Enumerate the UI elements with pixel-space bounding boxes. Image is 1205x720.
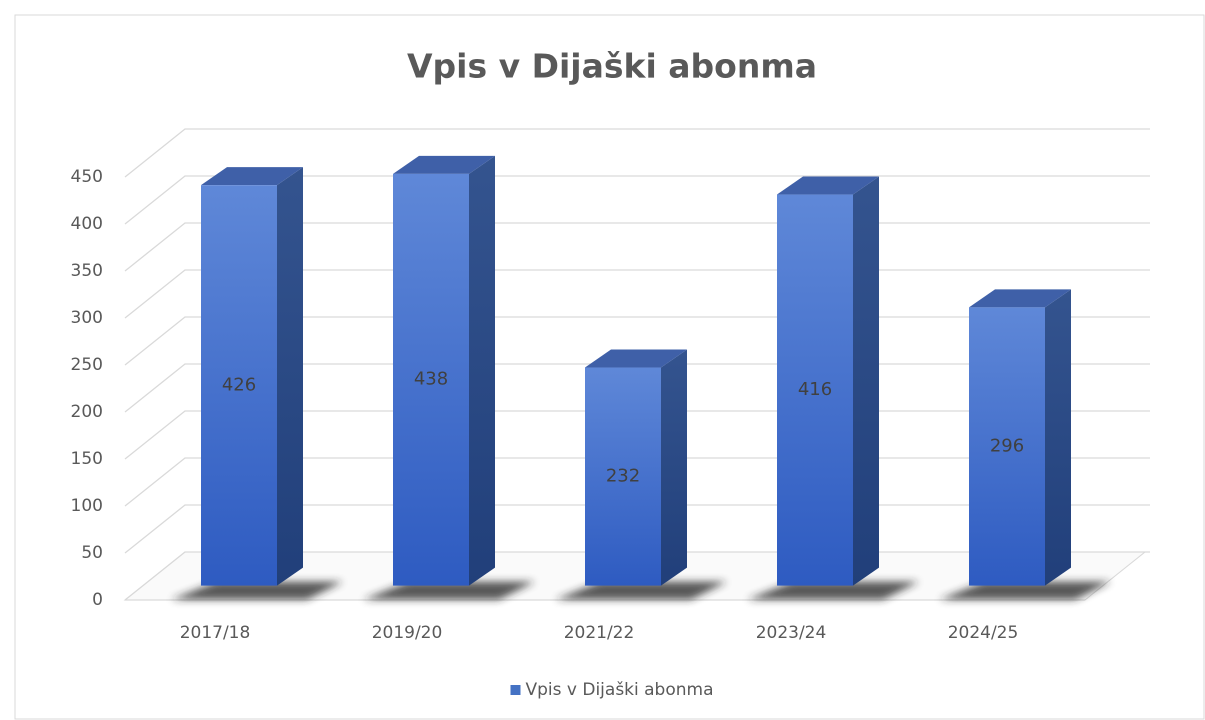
bar-top: [393, 155, 495, 174]
bar-side: [277, 167, 303, 586]
legend: Vpis v Dijaški abonma: [510, 680, 714, 700]
y-tick-label: 150: [71, 449, 103, 469]
grid-line: [124, 175, 1150, 225]
x-tick-label: 2024/25: [948, 623, 1019, 643]
bar-shadow: [555, 581, 727, 600]
x-tick-label: 2021/22: [564, 623, 635, 643]
y-tick-label: 350: [71, 261, 103, 281]
grid-line: [124, 128, 1150, 178]
data-label: 296: [990, 435, 1024, 456]
bar-top: [585, 349, 687, 368]
bar: [969, 307, 1045, 586]
y-tick-label: 300: [71, 308, 103, 328]
bar-side: [853, 176, 879, 586]
legend-swatch: [510, 685, 521, 695]
bar-top: [969, 289, 1071, 308]
bar-side: [661, 349, 687, 586]
data-label: 438: [414, 369, 448, 390]
bar-shadow: [363, 581, 535, 600]
y-tick-label: 0: [92, 590, 103, 610]
data-label: 426: [222, 374, 256, 395]
x-tick-label: 2023/24: [756, 623, 827, 643]
x-tick-label: 2019/20: [372, 623, 443, 643]
legend-label: Vpis v Dijaški abonma: [525, 680, 713, 700]
bar: [201, 185, 277, 586]
bar-side: [469, 155, 495, 586]
y-tick-label: 100: [71, 496, 103, 516]
data-label: 232: [606, 466, 640, 487]
bar-top: [201, 167, 303, 186]
bar: [585, 367, 661, 586]
y-tick-label: 250: [71, 355, 103, 375]
bar-shadow: [747, 581, 919, 600]
y-tick-label: 450: [71, 167, 103, 187]
bar-shadow: [171, 581, 343, 600]
bar-shadow: [939, 581, 1111, 600]
bar-side: [1045, 289, 1071, 586]
y-tick-label: 200: [71, 402, 103, 422]
y-tick-label: 400: [71, 214, 103, 234]
y-tick-label: 50: [81, 543, 103, 563]
x-tick-label: 2017/18: [180, 623, 251, 643]
bar: [777, 194, 853, 586]
bar: [393, 173, 469, 586]
bar-top: [777, 176, 879, 195]
chart-title: Vpis v Dijaški abonma: [407, 47, 817, 86]
data-label: 416: [798, 379, 832, 400]
